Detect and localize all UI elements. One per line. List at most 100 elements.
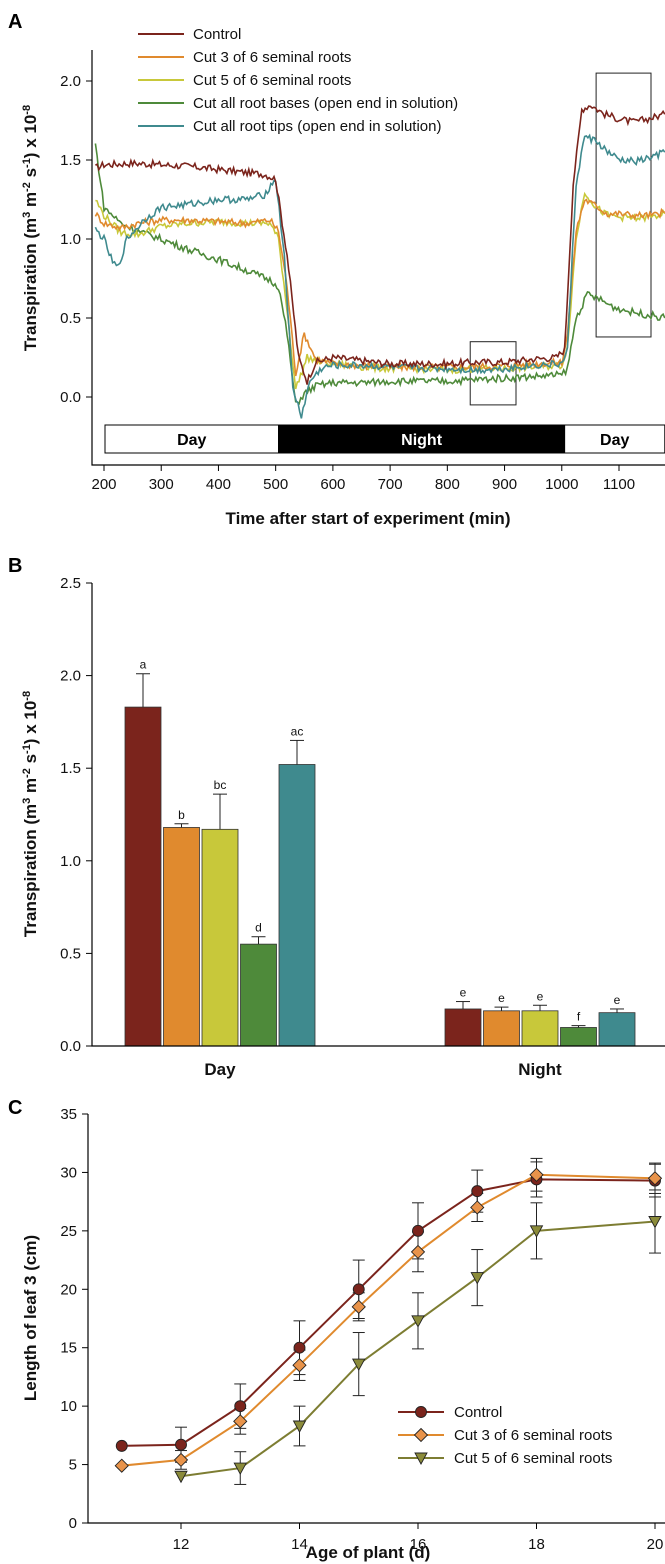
x-tick-label: 900 <box>492 476 517 493</box>
significance-letter: ac <box>291 724 304 738</box>
series-line-tips <box>94 133 665 419</box>
legend-label: Cut all root bases (open end in solution… <box>193 95 458 112</box>
data-point-cut3 <box>470 1200 485 1215</box>
y-tick-label: 1.5 <box>60 760 81 777</box>
data-point-cut3 <box>292 1358 307 1373</box>
bar-day-cut5 <box>201 828 239 1047</box>
data-point-cut5 <box>470 1272 485 1285</box>
y-tick-label: 2.5 <box>60 575 81 592</box>
bar-night-bases <box>560 1027 597 1047</box>
y-tick-label: 20 <box>60 1281 77 1298</box>
data-point-cut5 <box>648 1216 662 1229</box>
panel-c: C 0 5 10 15 20 25 30 35 12 14 16 18 20 Age of plant… <box>8 1097 665 1562</box>
panel-b-label: B <box>8 555 22 577</box>
y-tick-label: 10 <box>60 1398 77 1415</box>
series-line-control <box>95 105 665 385</box>
series-line-control <box>121 1178 656 1447</box>
period-band-2 <box>564 424 665 454</box>
series-line-cut5 <box>180 1220 656 1478</box>
significance-letter: e <box>614 993 621 1007</box>
panel-b-y-axis-label: Transpiration (m3 m-2 s-1) x 10-8 <box>21 691 40 937</box>
bar-night-cut3 <box>483 1010 520 1047</box>
bar-day-cut3 <box>163 827 200 1047</box>
period-label-2: Day <box>600 432 629 449</box>
x-tick-label: 700 <box>378 476 403 493</box>
y-tick-label: 1.5 <box>60 152 81 169</box>
panel-a-y-axis-label: Transpiration (m3 m-2 s-1) x 10-8 <box>21 105 40 351</box>
significance-letter: e <box>537 989 544 1003</box>
legend-marker-cut3 <box>413 1427 429 1443</box>
bar-night-tips <box>598 1012 636 1047</box>
legend-marker-cut5 <box>414 1452 428 1465</box>
y-tick-label: 0.5 <box>60 310 81 327</box>
y-tick-label: 2.0 <box>60 668 81 685</box>
data-point-control <box>115 1439 128 1452</box>
data-point-cut3 <box>233 1414 248 1429</box>
y-tick-label: 15 <box>60 1340 77 1357</box>
y-tick-label: 5 <box>69 1457 77 1474</box>
x-tick-label: 600 <box>320 476 345 493</box>
data-point-cut5 <box>351 1358 366 1372</box>
x-tick-label: 200 <box>91 476 116 493</box>
panel-a-label: A <box>8 11 22 33</box>
period-band-1 <box>278 424 566 454</box>
x-tick-label: 500 <box>263 476 288 493</box>
x-tick-label: 400 <box>206 476 231 493</box>
data-point-cut3 <box>410 1244 426 1260</box>
highlight-box-1 <box>595 72 652 338</box>
data-point-cut5 <box>174 1470 188 1484</box>
highlight-box-0 <box>469 341 517 406</box>
legend-label: Control <box>454 1404 502 1421</box>
series-line-bases <box>94 143 665 406</box>
data-point-control <box>175 1438 187 1451</box>
significance-letter: bc <box>214 778 227 792</box>
period-band-0 <box>104 424 280 454</box>
panel-a: A Day Night Day 0.0 0.5 1.0 1.5 2.0 200 300 400 5… <box>8 11 665 528</box>
panel-c-y-axis-label: Length of leaf 3 (cm) <box>21 1235 40 1401</box>
y-tick-label: 30 <box>60 1164 77 1181</box>
significance-letter: a <box>140 658 147 672</box>
x-tick-label: 1000 <box>545 476 578 493</box>
significance-letter: d <box>255 921 262 935</box>
legend-label: Cut 5 of 6 seminal roots <box>193 72 351 89</box>
x-category-label: Night <box>518 1060 562 1079</box>
y-tick-label: 0.0 <box>60 389 81 406</box>
x-tick-label: 20 <box>647 1536 664 1553</box>
panel-c-label: C <box>8 1097 22 1119</box>
bar-night-cut5 <box>521 1010 559 1047</box>
bar-night-control <box>444 1008 482 1047</box>
bar-day-tips <box>278 764 316 1047</box>
data-point-cut5 <box>292 1420 307 1433</box>
significance-letter: f <box>577 1010 581 1024</box>
y-tick-label: 0.5 <box>60 945 81 962</box>
period-label-1: Night <box>401 432 443 449</box>
period-label-0: Day <box>177 432 206 449</box>
panel-a-x-axis-label: Time after start of experiment (min) <box>226 509 511 528</box>
legend-label: Cut 5 of 6 seminal roots <box>454 1450 612 1467</box>
x-tick-label: 14 <box>291 1536 308 1553</box>
data-point-control <box>293 1341 306 1354</box>
series-line-cut3 <box>121 1173 656 1467</box>
data-point-control <box>352 1283 365 1296</box>
data-point-cut5 <box>529 1225 544 1238</box>
bar-day-bases <box>240 943 277 1047</box>
x-tick-label: 300 <box>149 476 174 493</box>
data-point-cut3 <box>351 1299 366 1314</box>
panel-b: B a b bc d ac e e e f e 0.0 0.5 1.0 1.5 2.0 2.5 Day Nig… <box>8 555 665 1079</box>
panel-c-x-axis-label: Age of plant (d) <box>306 1543 431 1562</box>
data-point-cut5 <box>233 1462 248 1476</box>
significance-letter: e <box>498 991 505 1005</box>
y-tick-label: 0.0 <box>60 1038 81 1055</box>
x-tick-label: 12 <box>173 1536 190 1553</box>
series-line-cut5 <box>95 191 665 390</box>
legend-label: Cut 3 of 6 seminal roots <box>454 1427 612 1444</box>
legend-marker-control <box>415 1406 427 1418</box>
data-point-control <box>412 1224 424 1237</box>
panel-b-axes <box>91 583 665 1047</box>
y-tick-label: 25 <box>60 1223 77 1240</box>
legend-label: Cut all root tips (open end in solution) <box>193 118 441 135</box>
data-point-cut3 <box>173 1452 189 1468</box>
x-tick-label: 18 <box>528 1536 545 1553</box>
y-tick-label: 35 <box>60 1106 77 1123</box>
